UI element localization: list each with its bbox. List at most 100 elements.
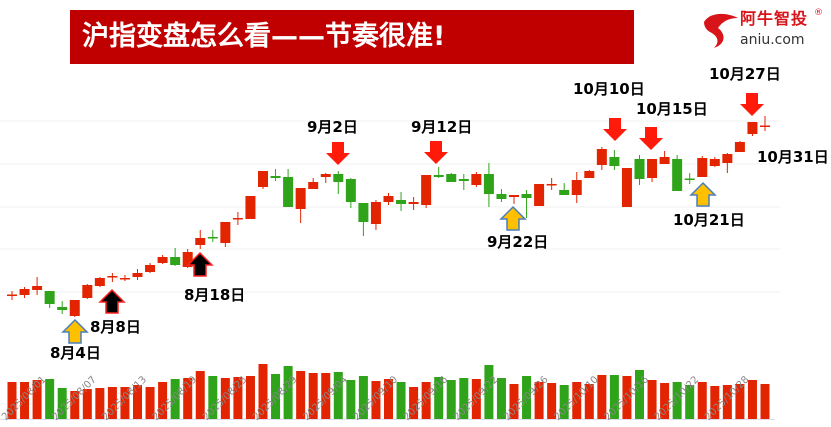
volume-bar: [120, 387, 130, 419]
candle-body: [747, 122, 758, 134]
candle-body: [82, 285, 93, 298]
arrow-down-icon: [740, 93, 764, 116]
volume-bar: [358, 376, 368, 419]
candle: [69, 300, 80, 317]
candle: [245, 196, 256, 219]
candle-body: [7, 294, 17, 296]
volume-bar: [333, 372, 343, 419]
candle-body: [119, 278, 130, 280]
candle-body: [145, 265, 156, 272]
candle-body: [258, 171, 268, 187]
candle-body: [308, 182, 319, 189]
candle: [584, 170, 595, 178]
candle: [195, 230, 206, 249]
candle-body: [207, 237, 218, 239]
volume-bar: [45, 379, 55, 419]
candle: [333, 171, 344, 194]
candle-body: [396, 200, 407, 204]
candle-body: [722, 154, 733, 163]
volume-bar: [609, 375, 619, 419]
candle: [119, 275, 130, 281]
volume-bar: [158, 382, 168, 419]
candle-body: [509, 195, 519, 197]
candle-body: [559, 190, 570, 195]
candle: [433, 167, 444, 178]
candle-body: [584, 171, 595, 178]
candle-body: [760, 125, 770, 127]
candle-body: [132, 273, 143, 277]
volume-bar: [183, 378, 193, 419]
candle: [546, 178, 557, 190]
volume-bar: [597, 375, 607, 419]
volume-bar: [660, 383, 670, 419]
candle-body: [320, 174, 331, 177]
volume-bar: [195, 371, 205, 419]
candle: [722, 153, 733, 173]
volume-bar: [421, 382, 431, 419]
volume-bar: [346, 380, 356, 419]
volume-bar: [471, 379, 481, 419]
arrow-up-icon: [61, 318, 89, 344]
candle: [220, 222, 231, 247]
candle: [559, 183, 570, 195]
candle-body: [170, 257, 181, 265]
candle: [270, 169, 281, 181]
volume-bar: [584, 384, 594, 419]
candle: [82, 284, 93, 299]
candle-body: [57, 307, 68, 310]
volume-bar: [145, 387, 155, 419]
logo-swoosh-icon: [704, 13, 738, 48]
volume-bar: [522, 376, 532, 419]
volume-bar: [245, 376, 255, 419]
candle-body: [32, 286, 43, 290]
candle: [7, 291, 17, 300]
annotation-label: 9月22日: [487, 233, 549, 251]
candle: [609, 150, 620, 170]
candle-body: [383, 196, 394, 202]
candle: [345, 178, 356, 208]
volume-bar: [434, 377, 444, 419]
annotation-arrows: [61, 93, 764, 344]
volume-bar: [32, 380, 42, 419]
arrow-down-icon: [326, 142, 350, 165]
volume-bar: [559, 385, 569, 419]
candle: [458, 174, 469, 190]
candle-body: [107, 276, 118, 278]
volume-bar: [258, 364, 268, 419]
candle-body: [496, 194, 507, 199]
candle-body: [182, 252, 193, 267]
volume-bar: [747, 380, 757, 419]
volume-bar: [95, 388, 105, 419]
candle-body: [370, 202, 381, 224]
candle-body: [333, 174, 344, 182]
candle: [709, 157, 720, 167]
arrow-up-icon: [499, 205, 527, 231]
candle-body: [609, 157, 620, 166]
candle-body: [358, 203, 369, 222]
candle-body: [69, 300, 80, 316]
volume-bar: [308, 373, 318, 419]
candle: [132, 269, 143, 280]
arrow-down-icon: [639, 127, 663, 150]
candle-body: [44, 291, 55, 304]
annotation-label: 10月31日: [757, 148, 829, 166]
logo-text-en: aniu.com: [740, 32, 805, 48]
candle: [684, 173, 695, 184]
candle: [44, 291, 55, 308]
title: 沪指变盘怎么看——节奏很准!: [82, 21, 446, 52]
candle: [471, 172, 482, 187]
candle: [496, 189, 507, 202]
volume-bar: [534, 382, 544, 419]
candle: [258, 171, 268, 189]
volume-bar: [697, 382, 707, 419]
volume-bars: [7, 364, 770, 419]
candle: [734, 141, 745, 152]
volume-bar: [509, 384, 519, 419]
candle: [370, 200, 381, 230]
volume-bar: [446, 380, 456, 419]
candle: [57, 301, 68, 314]
candle-body: [534, 184, 545, 206]
candle-body: [345, 179, 356, 202]
volume-bar: [722, 385, 732, 419]
